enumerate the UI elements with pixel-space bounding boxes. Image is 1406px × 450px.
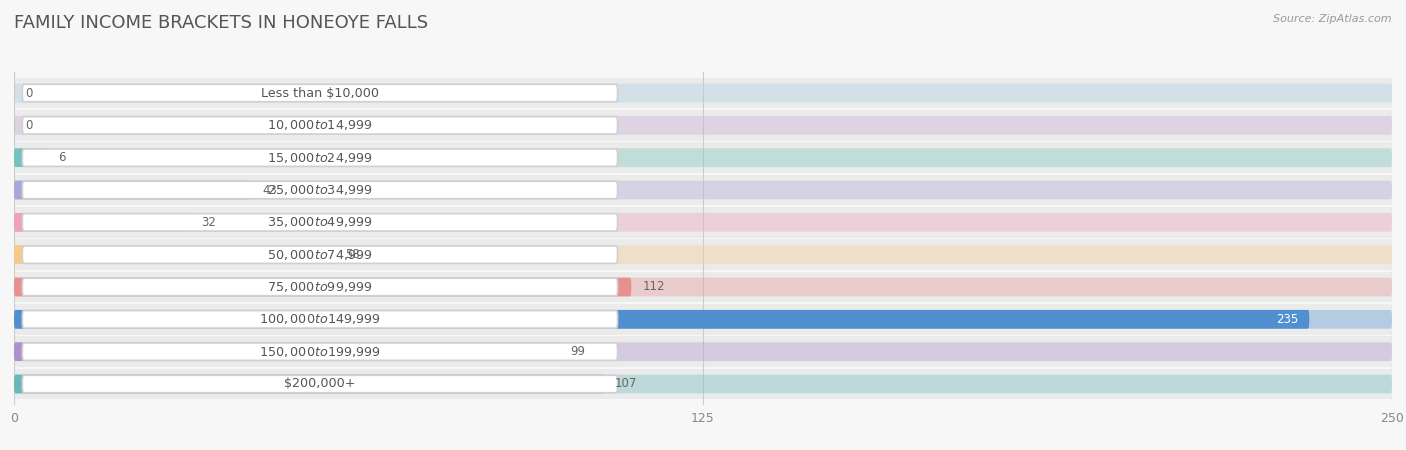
- Text: 43: 43: [262, 184, 277, 197]
- Text: $75,000 to $99,999: $75,000 to $99,999: [267, 280, 373, 294]
- FancyBboxPatch shape: [22, 214, 617, 231]
- Text: 235: 235: [1277, 313, 1298, 326]
- Text: $200,000+: $200,000+: [284, 378, 356, 391]
- FancyBboxPatch shape: [22, 375, 617, 393]
- FancyBboxPatch shape: [22, 310, 617, 328]
- FancyBboxPatch shape: [14, 304, 1392, 334]
- FancyBboxPatch shape: [14, 180, 252, 199]
- Text: 32: 32: [201, 216, 217, 229]
- Text: 107: 107: [614, 378, 637, 391]
- FancyBboxPatch shape: [14, 116, 1392, 135]
- FancyBboxPatch shape: [22, 343, 617, 360]
- Text: 112: 112: [643, 280, 665, 293]
- Text: Source: ZipAtlas.com: Source: ZipAtlas.com: [1274, 14, 1392, 23]
- Text: 99: 99: [571, 345, 586, 358]
- Text: $50,000 to $74,999: $50,000 to $74,999: [267, 248, 373, 261]
- Text: 0: 0: [25, 119, 32, 132]
- FancyBboxPatch shape: [14, 148, 1392, 167]
- FancyBboxPatch shape: [22, 181, 617, 199]
- FancyBboxPatch shape: [14, 143, 1392, 173]
- FancyBboxPatch shape: [14, 272, 1392, 302]
- FancyBboxPatch shape: [22, 278, 617, 296]
- Text: Less than $10,000: Less than $10,000: [262, 86, 380, 99]
- Text: 0: 0: [25, 86, 32, 99]
- Text: $100,000 to $149,999: $100,000 to $149,999: [259, 312, 381, 326]
- FancyBboxPatch shape: [22, 84, 617, 102]
- FancyBboxPatch shape: [22, 149, 617, 166]
- FancyBboxPatch shape: [14, 207, 1392, 238]
- FancyBboxPatch shape: [14, 278, 631, 297]
- Text: $15,000 to $24,999: $15,000 to $24,999: [267, 151, 373, 165]
- FancyBboxPatch shape: [22, 246, 617, 263]
- FancyBboxPatch shape: [14, 310, 1392, 328]
- Text: 58: 58: [344, 248, 360, 261]
- Text: $35,000 to $49,999: $35,000 to $49,999: [267, 216, 373, 230]
- FancyBboxPatch shape: [14, 245, 333, 264]
- Text: $10,000 to $14,999: $10,000 to $14,999: [267, 118, 373, 132]
- FancyBboxPatch shape: [14, 213, 1392, 232]
- FancyBboxPatch shape: [14, 342, 560, 361]
- FancyBboxPatch shape: [14, 239, 1392, 270]
- FancyBboxPatch shape: [14, 337, 1392, 367]
- FancyBboxPatch shape: [14, 110, 1392, 140]
- FancyBboxPatch shape: [14, 180, 1392, 199]
- FancyBboxPatch shape: [14, 78, 1392, 108]
- FancyBboxPatch shape: [14, 374, 1392, 393]
- FancyBboxPatch shape: [14, 342, 1392, 361]
- Text: 6: 6: [58, 151, 66, 164]
- FancyBboxPatch shape: [14, 213, 190, 232]
- Text: FAMILY INCOME BRACKETS IN HONEOYE FALLS: FAMILY INCOME BRACKETS IN HONEOYE FALLS: [14, 14, 429, 32]
- FancyBboxPatch shape: [14, 245, 1392, 264]
- FancyBboxPatch shape: [14, 84, 1392, 103]
- FancyBboxPatch shape: [14, 148, 48, 167]
- FancyBboxPatch shape: [14, 374, 603, 393]
- FancyBboxPatch shape: [14, 369, 1392, 399]
- FancyBboxPatch shape: [14, 175, 1392, 205]
- Text: $25,000 to $34,999: $25,000 to $34,999: [267, 183, 373, 197]
- FancyBboxPatch shape: [14, 278, 1392, 297]
- FancyBboxPatch shape: [22, 117, 617, 134]
- FancyBboxPatch shape: [14, 310, 1309, 328]
- Text: $150,000 to $199,999: $150,000 to $199,999: [259, 345, 381, 359]
